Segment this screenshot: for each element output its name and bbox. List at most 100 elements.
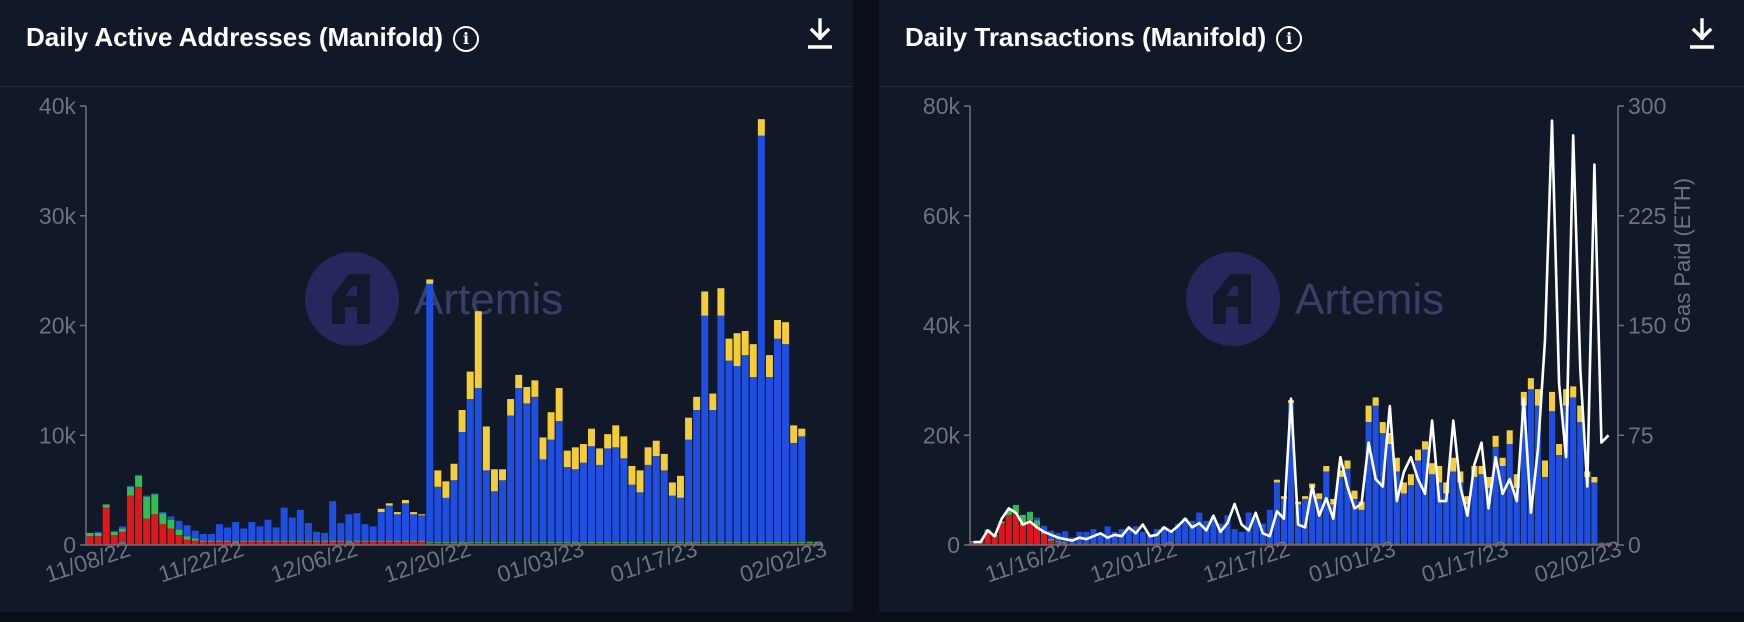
bar-segment-blue [361,524,369,541]
bar-segment-yellow [482,426,490,471]
bar-segment-green [1132,542,1139,544]
info-icon[interactable]: i [453,26,480,52]
bar-segment-red [1118,543,1125,545]
bar-segment-green [668,541,676,543]
bar-segment-red [183,539,191,545]
bar-segment-green [1436,542,1443,544]
bar-segment-yellow [1351,490,1358,499]
bar-segment-red [191,540,199,545]
bar-segment-red [499,542,507,545]
bar-segment-green [264,540,272,542]
bar-segment-blue [321,532,329,541]
bar-segment-blue [1506,444,1513,543]
bar-segment-green [693,541,701,543]
bar-segment-green [1414,542,1422,544]
bar-segment-red [426,542,434,545]
download-icon[interactable] [1687,18,1717,50]
bar-segment-green [410,540,418,542]
bar-segment-blue [1210,518,1217,543]
bar-segment-green [1153,542,1160,544]
bar-segment-green [1069,542,1076,544]
bar-segment-green [1577,542,1584,544]
bar-segment-green [1104,542,1111,544]
bar-segment-green [1012,504,1019,514]
bar-segment-blue [466,399,474,542]
bar-segment-yellow [377,508,385,513]
bar-segment-blue [1570,397,1577,543]
bar-segment-yellow [499,469,507,481]
bar-segment-red [977,542,984,545]
bar-segment-red [482,542,490,545]
bar-segment-blue [94,531,102,533]
bar-segment-yellow [612,425,620,448]
bar-segment-blue [1160,526,1168,543]
bar-segment-yellow [1372,397,1379,406]
bar-segment-green [94,532,102,537]
bar-segment-red [1563,543,1570,545]
bar-segment-green [1182,542,1189,544]
bar-segment-blue [1125,529,1132,543]
bar-segment-red [790,542,798,545]
bar-segment-blue [272,527,280,541]
bar-segment-red [1048,540,1055,545]
bar-segment-red [1414,543,1422,545]
bar-segment-green [1485,542,1492,544]
bar-segment-blue [1520,405,1527,543]
bar-segment-red [1344,543,1351,545]
bar-segment-yellow [1534,389,1541,406]
bar-segment-yellow [1485,476,1492,488]
bar-segment-red [240,541,248,545]
bar-segment-green [733,541,741,543]
bar-segment-blue [571,469,579,542]
bar-segment-red [393,541,401,545]
bar-segment-yellow [1549,391,1556,412]
bar-segment-blue [1591,482,1598,543]
y-tick-label: 40k [39,93,77,119]
bar-segment-green [1591,542,1598,544]
bar-segment-yellow [596,448,604,465]
bar-segment-green [1302,542,1309,544]
bar-segment-red [1541,543,1549,545]
y2-tick-label: 300 [1628,93,1666,119]
bar-segment-yellow [1323,465,1330,472]
bar-segment-blue [410,514,418,541]
bar-segment-red [991,536,998,545]
bar-segment-red [1019,525,1026,545]
bar-segment-blue [1492,446,1499,543]
bar-segment-blue [620,458,628,542]
bar-segment-red [1316,543,1323,545]
bar-segment-blue [127,485,134,487]
bar-segment-red [1527,543,1534,545]
info-icon[interactable]: i [1276,26,1303,52]
bar-segment-blue [1330,504,1337,543]
bar-segment-green [466,541,474,543]
bar-segment-red [466,542,474,545]
bar-segment-blue [369,526,377,541]
bar-segment-yellow [1407,474,1414,486]
bar-segment-blue [1527,389,1534,543]
download-icon[interactable] [805,18,835,50]
bar-segment-blue [1379,433,1386,543]
bar-segment-red [757,542,765,545]
bar-segment-red [224,541,232,545]
bar-segment-red [345,541,353,545]
y-tick-label: 20k [923,422,961,448]
bar-segment-red [1436,543,1443,545]
bar-segment-red [717,542,725,545]
bar-segment-red [450,542,458,545]
bar-segment-yellow [1499,457,1506,466]
bar-segment-red [1033,525,1041,545]
bar-segment-green [717,541,725,543]
bar-segment-green [1492,542,1499,544]
bar-segment-red [1231,543,1238,545]
bar-segment-yellow [515,374,523,389]
bar-segment-red [458,542,466,545]
bar-segment-blue [1365,422,1372,543]
bar-segment-red [1605,543,1612,545]
bar-segment-red [280,541,288,545]
bar-segment-green [1111,542,1118,544]
bar-segment-blue [644,464,652,542]
bar-segment-red [676,542,684,545]
bar-segment-green [1090,542,1097,544]
bar-segment-blue [159,512,167,514]
